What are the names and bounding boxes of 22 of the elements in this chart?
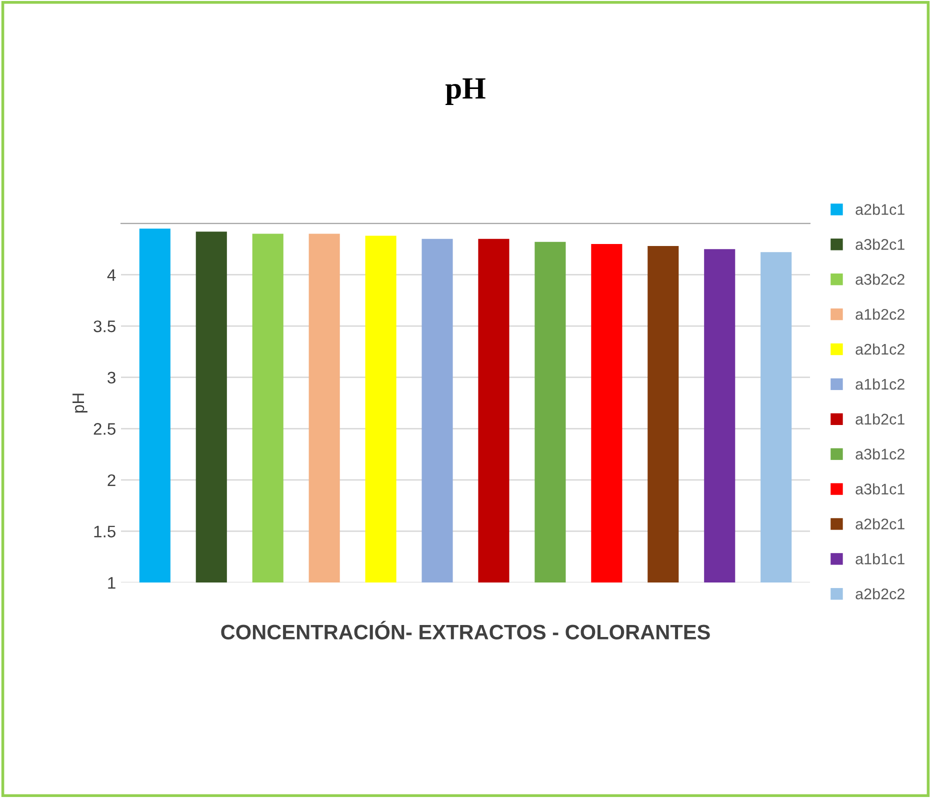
legend-label: a1b2c1 (856, 413, 904, 425)
y-axis-title: pH (72, 394, 88, 413)
y-tick-label: 1 (108, 577, 116, 589)
x-axis-title: CONCENTRACIÓN- EXTRACTOS - COLORANTES (221, 620, 710, 640)
y-tick-label: 2.5 (94, 423, 116, 435)
legend-label: a2b2c1 (856, 518, 904, 530)
legend-label: a2b1c2 (856, 343, 904, 355)
chart-title: pH (446, 78, 486, 105)
y-tick-label: 3 (108, 372, 116, 384)
legend-label: a2b1c1 (856, 204, 904, 215)
legend-label: a3b1c1 (856, 483, 904, 494)
legend-label: a3b1c2 (856, 448, 904, 460)
legend-label: a1b2c2 (856, 308, 904, 320)
legend-label: a1b1c2 (856, 378, 904, 390)
y-tick-label: 2 (108, 474, 116, 486)
legend-label: a2b2c2 (856, 588, 904, 600)
y-tick-label: 1.5 (94, 526, 116, 538)
y-tick-label: 3.5 (94, 320, 116, 332)
legend-label: a3b2c1 (856, 238, 904, 250)
y-tick-label: 4 (107, 269, 116, 281)
legend-label: a1b1c1 (856, 553, 904, 564)
legend-label: a3b2c2 (856, 274, 904, 285)
